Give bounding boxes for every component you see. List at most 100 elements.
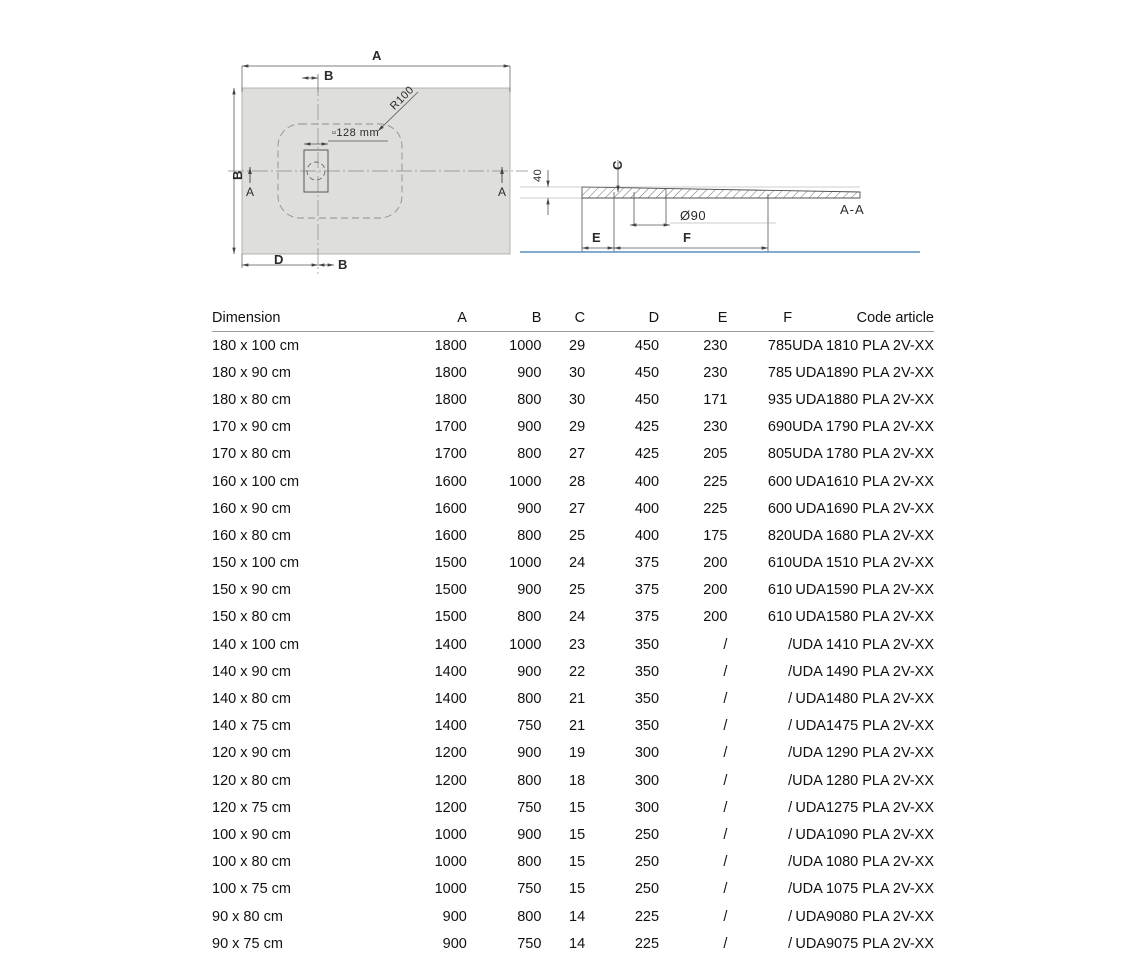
cell-dimension: 140 x 80 cm — [212, 685, 385, 712]
cell-f: / — [727, 849, 792, 876]
cell-a: 1200 — [385, 767, 467, 794]
cell-f: / — [727, 740, 792, 767]
cell-d: 375 — [585, 550, 659, 577]
cell-a: 900 — [385, 930, 467, 957]
cell-b: 900 — [467, 414, 542, 441]
cell-c: 15 — [541, 794, 585, 821]
cell-e: 225 — [659, 495, 727, 522]
cell-b: 900 — [467, 658, 542, 685]
cell-f: 785 — [727, 332, 792, 360]
cell-c: 22 — [541, 658, 585, 685]
cell-d: 350 — [585, 713, 659, 740]
cell-dimension: 100 x 80 cm — [212, 849, 385, 876]
cell-c: 21 — [541, 713, 585, 740]
cell-e: 225 — [659, 468, 727, 495]
cell-dimension: 150 x 80 cm — [212, 604, 385, 631]
cell-e: 200 — [659, 577, 727, 604]
cell-f: / — [727, 930, 792, 957]
column-header-a: A — [385, 308, 467, 332]
cell-dimension: 160 x 90 cm — [212, 495, 385, 522]
cell-e: 175 — [659, 522, 727, 549]
cell-c: 30 — [541, 386, 585, 413]
cell-d: 350 — [585, 631, 659, 658]
cell-dimension: 150 x 100 cm — [212, 550, 385, 577]
cell-b: 800 — [467, 849, 542, 876]
cell-b: 800 — [467, 604, 542, 631]
plan-label-b-bottom: B — [338, 257, 348, 272]
cell-d: 425 — [585, 441, 659, 468]
cell-a: 1000 — [385, 821, 467, 848]
cell-c: 15 — [541, 876, 585, 903]
plan-label-a-width: A — [372, 48, 382, 63]
cell-e: 200 — [659, 604, 727, 631]
cell-b: 800 — [467, 441, 542, 468]
cell-b: 900 — [467, 821, 542, 848]
cell-f: / — [727, 685, 792, 712]
cell-f: 785 — [727, 359, 792, 386]
cell-d: 300 — [585, 740, 659, 767]
cell-c: 19 — [541, 740, 585, 767]
cell-f: / — [727, 794, 792, 821]
cell-b: 800 — [467, 685, 542, 712]
cell-d: 350 — [585, 658, 659, 685]
cell-a: 1500 — [385, 577, 467, 604]
cell-b: 750 — [467, 794, 542, 821]
cell-a: 1500 — [385, 550, 467, 577]
cell-dimension: 180 x 80 cm — [212, 386, 385, 413]
cell-d: 300 — [585, 794, 659, 821]
cell-e: / — [659, 794, 727, 821]
cell-dimension: 120 x 90 cm — [212, 740, 385, 767]
cell-f: / — [727, 903, 792, 930]
cell-dimension: 170 x 90 cm — [212, 414, 385, 441]
cell-c: 18 — [541, 767, 585, 794]
cell-a: 1800 — [385, 332, 467, 360]
section-label-f: F — [683, 230, 691, 245]
cell-e: 205 — [659, 441, 727, 468]
cell-code: UDA1610 PLA 2V-XX — [792, 468, 934, 495]
cell-code: UDA1580 PLA 2V-XX — [792, 604, 934, 631]
cell-b: 1000 — [467, 631, 542, 658]
cell-d: 450 — [585, 359, 659, 386]
cell-code: UDA 1290 PLA 2V-XX — [792, 740, 934, 767]
column-header-e: E — [659, 308, 727, 332]
cell-f: 610 — [727, 604, 792, 631]
cell-code: UDA1275 PLA 2V-XX — [792, 794, 934, 821]
column-header-c: C — [541, 308, 585, 332]
cell-code: UDA 1410 PLA 2V-XX — [792, 631, 934, 658]
cell-d: 350 — [585, 685, 659, 712]
cell-e: / — [659, 658, 727, 685]
cell-dimension: 140 x 75 cm — [212, 713, 385, 740]
cell-dimension: 120 x 80 cm — [212, 767, 385, 794]
cell-f: / — [727, 658, 792, 685]
column-header-code-article: Code article — [792, 308, 934, 332]
cell-e: / — [659, 713, 727, 740]
plan-label-d-offset: D — [274, 252, 284, 267]
cell-a: 1000 — [385, 849, 467, 876]
cell-d: 400 — [585, 522, 659, 549]
cell-dimension: 170 x 80 cm — [212, 441, 385, 468]
cell-b: 900 — [467, 495, 542, 522]
cell-dimension: 140 x 90 cm — [212, 658, 385, 685]
cell-dimension: 120 x 75 cm — [212, 794, 385, 821]
cell-f: 935 — [727, 386, 792, 413]
cell-code: UDA 1080 PLA 2V-XX — [792, 849, 934, 876]
cell-e: / — [659, 821, 727, 848]
cell-a: 1800 — [385, 359, 467, 386]
cell-code: UDA1480 PLA 2V-XX — [792, 685, 934, 712]
cell-e: / — [659, 930, 727, 957]
cell-b: 750 — [467, 930, 542, 957]
plan-label-b-height: B — [230, 170, 245, 180]
cell-c: 27 — [541, 495, 585, 522]
